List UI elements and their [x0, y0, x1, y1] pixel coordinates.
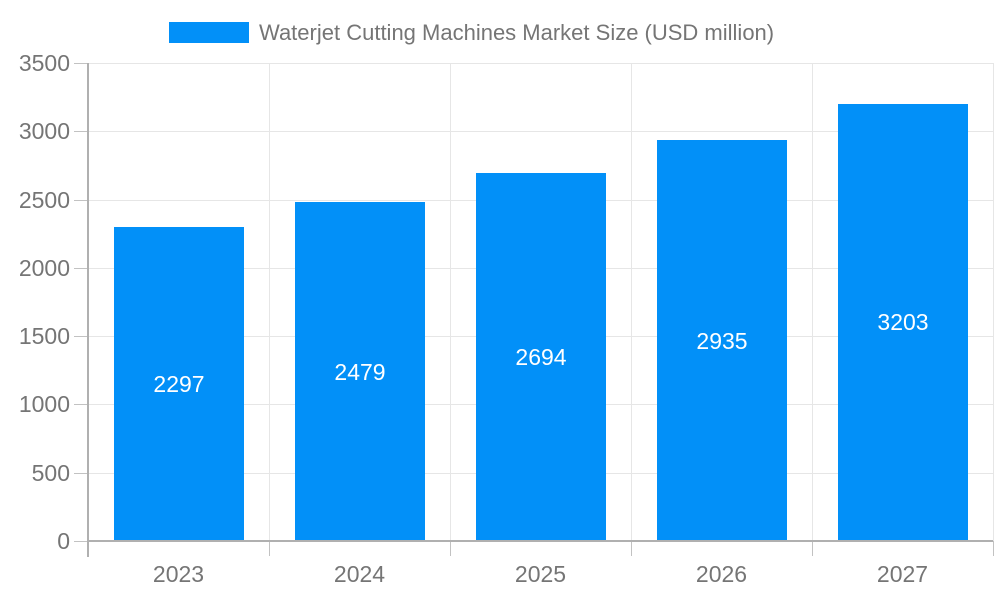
bar-value-label: 2479	[334, 359, 386, 385]
bar-2025	[476, 173, 606, 540]
bar-2026	[657, 140, 787, 540]
x-gridline	[812, 63, 813, 541]
x-axis-tick-label: 2025	[514, 561, 567, 587]
x-axis-tick-label: 2026	[695, 561, 748, 587]
y-tick	[74, 473, 88, 474]
y-tick	[74, 336, 88, 337]
legend-swatch	[169, 22, 249, 43]
x-axis-line	[87, 540, 993, 542]
y-axis-line	[87, 63, 89, 557]
y-gridline	[88, 131, 993, 132]
y-tick	[74, 404, 88, 405]
x-axis-tick-label: 2027	[876, 561, 929, 587]
x-gridline	[631, 63, 632, 541]
y-axis-tick-label: 2000	[18, 255, 70, 281]
legend-label: Waterjet Cutting Machines Market Size (U…	[259, 20, 775, 45]
bar-value-label: 2694	[515, 344, 567, 370]
x-tick	[812, 541, 813, 556]
y-tick	[74, 63, 88, 64]
x-tick	[269, 541, 270, 556]
x-gridline	[993, 63, 994, 541]
y-tick	[74, 268, 88, 269]
bar-2023	[114, 227, 244, 540]
bar-2027	[838, 104, 968, 540]
x-gridline	[269, 63, 270, 541]
y-axis-tick-label: 500	[31, 460, 70, 486]
y-tick	[74, 541, 88, 542]
y-gridline	[88, 63, 993, 64]
x-axis-tick-label: 2023	[152, 561, 205, 587]
y-axis-tick-label: 1500	[18, 323, 70, 349]
x-tick	[631, 541, 632, 556]
bar-2024	[295, 202, 425, 540]
y-axis-tick-label: 2500	[18, 187, 70, 213]
x-gridline	[450, 63, 451, 541]
y-axis-tick-label: 0	[57, 528, 70, 554]
bar-value-label: 2935	[696, 328, 748, 354]
x-tick	[450, 541, 451, 556]
x-tick	[993, 541, 994, 556]
bar-value-label: 2297	[153, 371, 205, 397]
y-axis-tick-label: 1000	[18, 391, 70, 417]
legend: Waterjet Cutting Machines Market Size (U…	[0, 0, 1000, 55]
y-axis-tick-label: 3000	[18, 118, 70, 144]
y-tick	[74, 131, 88, 132]
x-axis-tick-label: 2024	[333, 561, 386, 587]
bar-value-label: 3203	[877, 309, 929, 335]
y-axis-tick-label: 3500	[18, 50, 70, 76]
y-tick	[74, 200, 88, 201]
